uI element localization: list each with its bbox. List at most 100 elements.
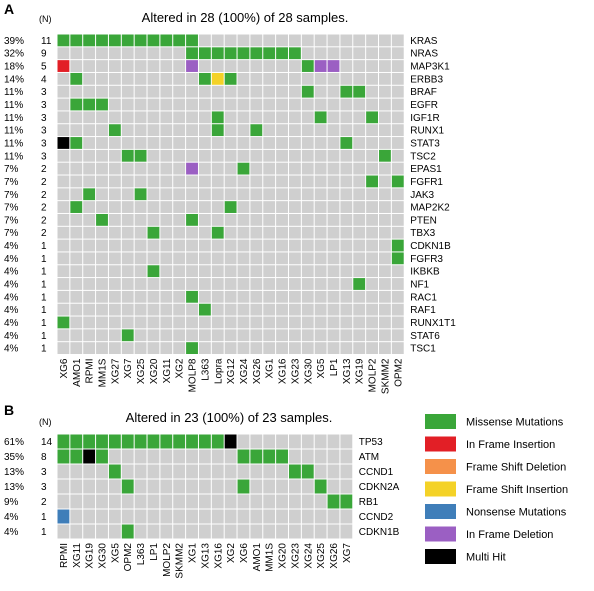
cell-ccnd1-xg1: [186, 464, 198, 479]
cell-ccnd2-xg30: [96, 509, 108, 524]
cell-tsc2-xg2: [173, 149, 186, 162]
cell-atm-xg19: [83, 449, 96, 464]
sample-label: AMO1: [252, 543, 263, 572]
cell-igf1r-xg12: [224, 111, 237, 124]
cell-raf1-xg26: [250, 303, 263, 316]
cell-ikbkb-l363: [198, 265, 211, 278]
panel-a-count-header: (N): [39, 14, 52, 24]
cell-runx1t1-xg16: [276, 316, 288, 329]
gene-percent-label: 9%: [4, 497, 19, 508]
cell-jak3-xg13: [340, 188, 353, 201]
cell-erbb3-lopra: [211, 72, 224, 85]
cell-tsc2-skmm2: [379, 149, 391, 162]
cell-runx1-lopra: [211, 124, 224, 137]
sample-label: RPMI: [59, 543, 70, 568]
cell-ccnd1-xg26: [327, 464, 340, 479]
cell-braf-xg11: [160, 85, 173, 98]
cell-cdkn2a-xg1: [186, 479, 198, 494]
cell-jak3-lopra: [211, 188, 224, 201]
cell-kras-xg13: [340, 34, 353, 47]
cell-egfr-l363: [198, 98, 211, 111]
cell-cdkn2a-xg5: [108, 479, 121, 494]
cell-egfr-lp1: [327, 98, 340, 111]
cell-fgfr3-xg1: [263, 252, 276, 265]
cell-map2k2-xg1: [263, 201, 276, 213]
cell-erbb3-amo1: [70, 72, 83, 85]
cell-tbx3-xg23: [288, 226, 301, 239]
cell-stat3-xg27: [108, 137, 121, 149]
cell-tbx3-xg7: [121, 226, 134, 239]
cell-tsc1-xg26: [250, 342, 263, 354]
cell-tbx3-xg1: [263, 226, 276, 239]
cell-tbx3-xg2: [173, 226, 186, 239]
cell-igf1r-xg23: [288, 111, 301, 124]
cell-braf-xg27: [108, 85, 121, 98]
cell-tsc2-rpmi: [83, 149, 96, 162]
cell-raf1-xg1: [263, 303, 276, 316]
cell-atm-xg30: [96, 449, 108, 464]
gene-count-label: 3: [41, 467, 47, 478]
cell-cdkn2a-l363: [134, 479, 147, 494]
sample-label: XG1: [188, 543, 199, 563]
gene-label: BRAF: [410, 87, 437, 98]
cell-tbx3-opm2: [391, 226, 404, 239]
gene-count-label: 1: [41, 267, 47, 278]
cell-nras-xg7: [121, 47, 134, 60]
cell-map2k2-xg27: [108, 201, 121, 213]
gene-count-label: 3: [41, 482, 47, 493]
cell-fgfr3-molp8: [186, 252, 198, 265]
cell-tbx3-xg27: [108, 226, 121, 239]
cell-runx1t1-skmm2: [379, 316, 391, 329]
gene-count-label: 3: [41, 87, 47, 98]
cell-epas1-xg25: [134, 162, 147, 175]
cell-fgfr3-xg25: [134, 252, 147, 265]
cell-cdkn1b-xg7: [340, 524, 353, 539]
cell-ccnd1-skmm2: [173, 464, 186, 479]
cell-rb1-xg2: [224, 494, 237, 509]
cell-kras-xg16: [276, 34, 288, 47]
cell-braf-xg7: [121, 85, 134, 98]
cell-map2k2-l363: [198, 201, 211, 213]
cell-runx1-rpmi: [83, 124, 96, 137]
cell-ccnd2-xg1: [186, 509, 198, 524]
cell-runx1-xg25: [134, 124, 147, 137]
gene-label: RUNX1T1: [410, 318, 456, 329]
cell-fgfr1-xg30: [301, 175, 314, 188]
cell-atm-xg20: [276, 449, 288, 464]
cell-fgfr1-lopra: [211, 175, 224, 188]
cell-nf1-rpmi: [83, 278, 96, 290]
cell-pten-xg23: [288, 213, 301, 226]
cell-pten-molp2: [366, 213, 378, 226]
cell-cdkn1b-amo1: [250, 524, 263, 539]
cell-pten-opm2: [391, 213, 404, 226]
cell-rb1-xg30: [96, 494, 108, 509]
cell-pten-rpmi: [83, 213, 96, 226]
cell-erbb3-xg23: [288, 72, 301, 85]
cell-cdkn1b-xg5: [108, 524, 121, 539]
cell-fgfr3-xg24: [237, 252, 250, 265]
gene-label: NF1: [410, 279, 429, 290]
gene-label: TSC1: [410, 344, 436, 355]
sample-label: LP1: [329, 358, 340, 376]
cell-cdkn1b-xg2: [173, 239, 186, 252]
cell-stat6-xg27: [108, 329, 121, 342]
cell-nras-mm1s: [96, 47, 108, 60]
cell-braf-opm2: [391, 85, 404, 98]
panel-b-title: Altered in 23 (100%) of 23 samples.: [126, 410, 333, 425]
gene-count-label: 2: [41, 228, 47, 239]
cell-erbb3-xg16: [276, 72, 288, 85]
cell-rb1-xg13: [198, 494, 211, 509]
cell-stat6-xg6: [57, 329, 70, 342]
cell-ccnd2-xg16: [211, 509, 224, 524]
cell-stat3-xg19: [353, 137, 366, 149]
cell-stat6-opm2: [391, 329, 404, 342]
cell-fgfr1-xg7: [121, 175, 134, 188]
cell-fgfr3-opm2: [391, 252, 404, 265]
panel-a-label: A: [4, 1, 14, 17]
cell-stat3-molp2: [366, 137, 378, 149]
cell-rac1-xg11: [160, 290, 173, 303]
cell-atm-lp1: [147, 449, 160, 464]
cell-braf-xg26: [250, 85, 263, 98]
cell-cdkn1b-xg25: [314, 524, 327, 539]
cell-nf1-xg2: [173, 278, 186, 290]
